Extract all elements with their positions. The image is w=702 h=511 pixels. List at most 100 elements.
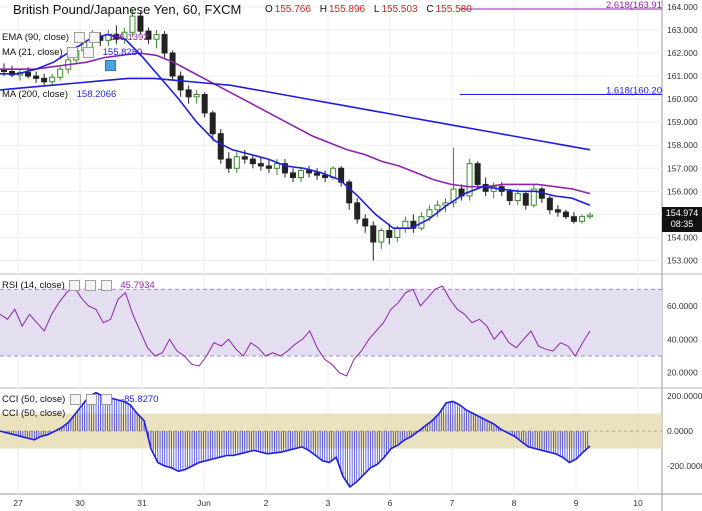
candle-body <box>257 163 264 167</box>
candle-body <box>522 193 529 206</box>
candle-body <box>137 15 144 32</box>
candle-body <box>265 165 272 169</box>
candle-body <box>346 181 353 204</box>
settings-icon[interactable] <box>85 394 97 405</box>
close-icon[interactable] <box>101 394 113 405</box>
candle-body <box>281 163 288 174</box>
fib-level-label: 2.618(163.91 <box>606 0 662 11</box>
y-tick-label: 157.000 <box>667 163 698 173</box>
x-tick-label: 8 <box>512 498 517 508</box>
candle-body <box>49 76 56 83</box>
candle-body <box>25 72 32 77</box>
last-price-tag: 154.974 08:35 <box>662 207 702 232</box>
ema-90-line <box>0 52 591 195</box>
settings-icon[interactable] <box>85 280 97 291</box>
visibility-icon[interactable] <box>69 280 81 291</box>
x-tick-label: 27 <box>13 498 23 508</box>
candle-body <box>466 163 473 197</box>
cci-line <box>0 391 591 489</box>
legend-ma21-label: MA (21, close) <box>2 47 63 59</box>
visibility-icon[interactable] <box>70 394 81 405</box>
legend-ma200-label: MA (200, close) <box>2 89 68 100</box>
legend-cci1-value: -85.8270 <box>120 394 159 406</box>
rsi-y-tick-label: 60.0000 <box>667 301 698 311</box>
candle-body <box>225 158 232 169</box>
ohlc-low-key: L <box>373 4 380 15</box>
candle-body <box>57 68 64 78</box>
cci-y-tick-label: 0.0000 <box>667 426 693 436</box>
candle-body <box>241 156 248 160</box>
cci-y-tick-label: -200.0000 <box>667 461 702 471</box>
candle-body <box>129 15 136 33</box>
x-tick-label: 6 <box>388 498 393 508</box>
legend-cci2[interactable]: CCI (50, close) <box>2 408 65 419</box>
candle-body <box>546 197 553 211</box>
candle-body <box>201 94 208 114</box>
candle-body <box>314 172 321 176</box>
candle-body <box>426 209 433 218</box>
y-tick-label: 153.000 <box>667 255 698 265</box>
x-tick-label: Jun <box>197 498 211 508</box>
ohlc-open-value: 155.766 <box>274 4 311 15</box>
candle-body <box>554 209 561 213</box>
candle-body <box>562 211 569 218</box>
close-icon[interactable] <box>100 280 112 291</box>
ohlc-values: O 155.766 H 155.896 L 155.503 C 155.580 <box>265 4 478 15</box>
y-tick-label: 162.000 <box>667 48 698 58</box>
y-tick-label: 154.000 <box>667 232 698 242</box>
candle-body <box>362 218 369 227</box>
rsi-band <box>0 289 662 356</box>
last-price-value: 154.974 <box>665 208 699 218</box>
candle-body <box>209 112 216 135</box>
candle-body <box>434 204 441 211</box>
candle-body <box>161 34 168 54</box>
ohlc-high-key: H <box>319 4 327 15</box>
legend-ma200[interactable]: MA (200, close) 158.2066 <box>2 89 116 100</box>
visibility-icon[interactable] <box>73 32 85 43</box>
legend-cci1-label: CCI (50, close) <box>2 394 66 406</box>
settings-icon[interactable] <box>83 47 94 58</box>
candle-body <box>306 170 313 174</box>
ohlc-low-value: 155.503 <box>381 4 418 15</box>
candle-body <box>386 230 393 238</box>
legend-settings[interactable] <box>103 60 116 71</box>
candle-body <box>289 172 296 178</box>
legend-ema[interactable]: EMA (90, close) 156.1392 <box>2 32 149 43</box>
x-tick-label: 10 <box>633 498 643 508</box>
candle-body <box>530 188 537 206</box>
y-tick-label: 158.000 <box>667 140 698 150</box>
cci-y-tick-label: 200.0000 <box>667 391 702 401</box>
legend-cci2-label: CCI (50, close) <box>2 408 66 419</box>
candle-body <box>450 188 457 204</box>
ma-21-line <box>0 33 591 229</box>
legend-ema-value: 156.1392 <box>108 32 149 44</box>
candle-body <box>506 190 513 202</box>
candle-body <box>587 214 593 218</box>
y-tick-label: 160.000 <box>667 94 698 104</box>
ma-200-line <box>0 77 591 151</box>
legend-rsi[interactable]: RSI (14, close) 45.7934 <box>2 280 155 291</box>
legend-rsi-value: 45.7934 <box>120 280 155 292</box>
rsi-y-tick-label: 40.0000 <box>667 334 698 344</box>
settings-icon[interactable] <box>89 32 101 43</box>
y-tick-label: 161.000 <box>667 71 698 81</box>
candle-body <box>570 216 577 222</box>
candle-body <box>298 170 305 178</box>
fib-level-label: 1.618(160.20 <box>606 86 662 97</box>
visibility-icon[interactable] <box>67 47 79 58</box>
ohlc-close-value: 155.580 <box>435 4 472 15</box>
x-tick-label: 7 <box>450 498 455 508</box>
x-tick-label: 9 <box>574 498 579 508</box>
candle-body <box>378 230 385 243</box>
x-tick-label: 2 <box>264 498 269 508</box>
y-tick-label: 159.000 <box>667 117 698 127</box>
gear-icon[interactable] <box>105 60 116 71</box>
candle-body <box>322 174 329 178</box>
legend-cci1[interactable]: CCI (50, close) -85.8270 <box>2 394 158 405</box>
y-tick-label: 156.000 <box>667 186 698 196</box>
legend-ma21[interactable]: MA (21, close) 155.8280 <box>2 47 142 58</box>
x-tick-label: 30 <box>75 498 85 508</box>
candle-body <box>169 52 176 77</box>
candle-body <box>474 163 481 185</box>
